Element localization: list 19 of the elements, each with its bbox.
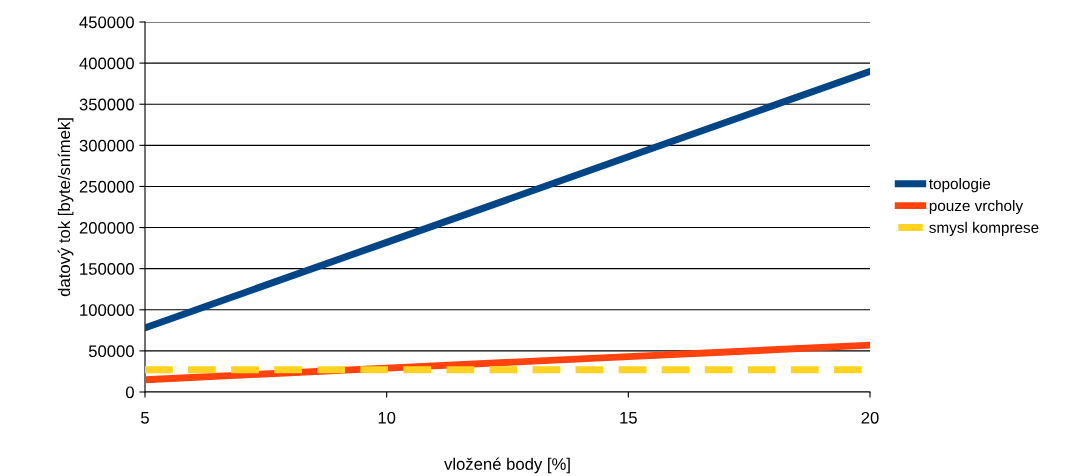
legend-label: smysl komprese (929, 221, 1039, 236)
y-tick-label: 450000 (79, 16, 134, 29)
y-tick-label: 300000 (79, 139, 134, 152)
y-axis-title: datový tok [byte/snímek] (57, 118, 74, 297)
legend-label: pouze vrcholy (929, 199, 1024, 215)
y-tick-label: 100000 (80, 304, 134, 316)
x-tick-label: 15 (620, 412, 637, 424)
x-axis-title: vložené body [%] (444, 457, 570, 474)
x-tick-label: 20 (861, 411, 879, 424)
y-tick-label: 150000 (80, 263, 134, 275)
y-tick-label: 200000 (79, 221, 134, 234)
y-tick-label: 350000 (79, 98, 134, 111)
x-tick-label: 5 (141, 412, 149, 424)
y-tick-label: 50000 (88, 345, 134, 358)
y-tick-label: 0 (125, 386, 134, 399)
x-tick-label: 10 (378, 411, 396, 424)
legend-label: topologie (929, 178, 991, 193)
y-tick-label: 400000 (79, 57, 134, 70)
y-tick-label: 250000 (79, 180, 134, 193)
